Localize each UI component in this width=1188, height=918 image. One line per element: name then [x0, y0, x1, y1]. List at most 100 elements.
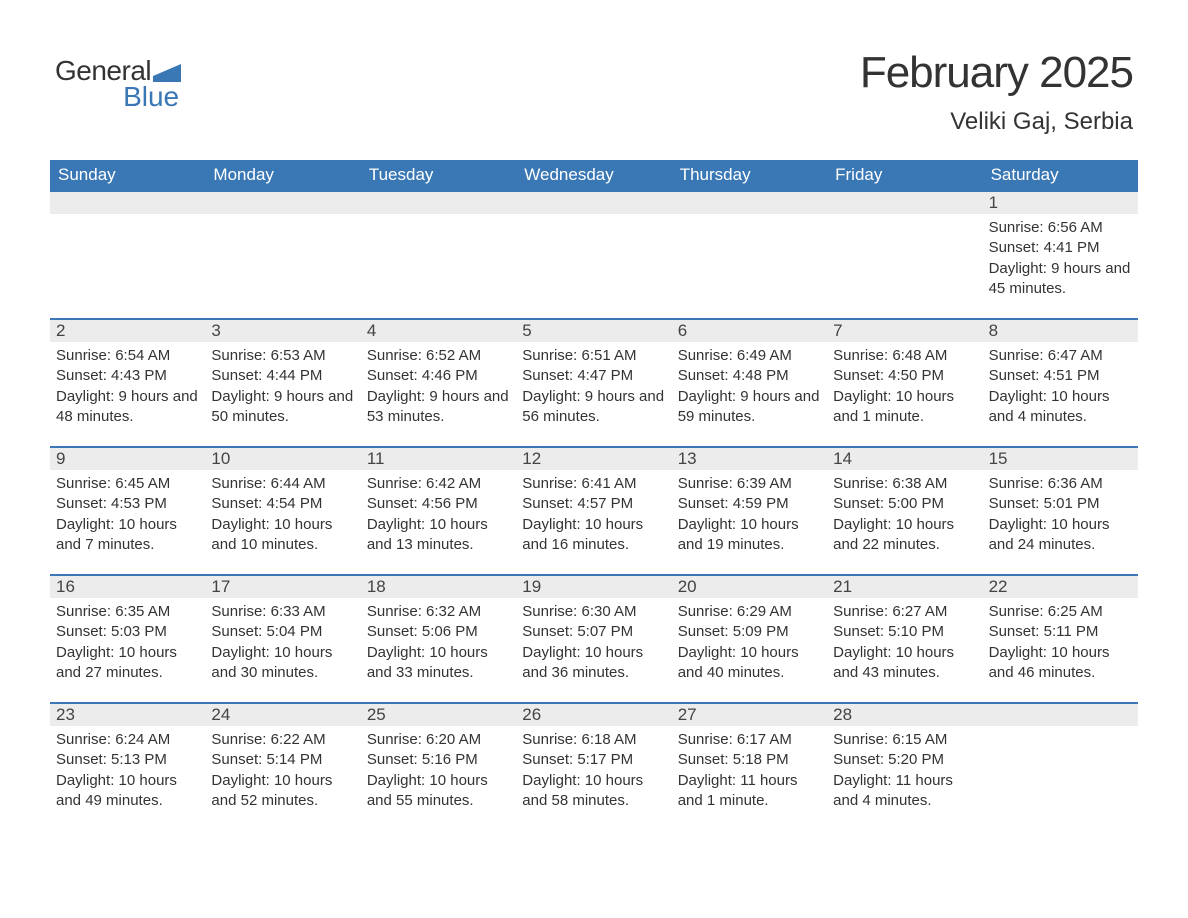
- sunset-text: Sunset: 5:13 PM: [56, 750, 199, 770]
- calendar-cell-empty: .: [205, 190, 360, 318]
- date-number: 14: [827, 446, 982, 470]
- sunrise-text: Sunrise: 6:47 AM: [989, 346, 1132, 366]
- sunrise-text: Sunrise: 6:24 AM: [56, 730, 199, 750]
- daylight-text: Daylight: 10 hours and 46 minutes.: [989, 643, 1132, 684]
- cell-body: Sunrise: 6:20 AMSunset: 5:16 PMDaylight:…: [361, 726, 516, 815]
- cell-body: Sunrise: 6:52 AMSunset: 4:46 PMDaylight:…: [361, 342, 516, 431]
- daylight-text: Daylight: 10 hours and 43 minutes.: [833, 643, 976, 684]
- sunrise-text: Sunrise: 6:35 AM: [56, 602, 199, 622]
- cell-body: [983, 726, 1138, 734]
- sunrise-text: Sunrise: 6:32 AM: [367, 602, 510, 622]
- calendar-cell: 4Sunrise: 6:52 AMSunset: 4:46 PMDaylight…: [361, 318, 516, 446]
- date-number: 25: [361, 702, 516, 726]
- sunrise-text: Sunrise: 6:18 AM: [522, 730, 665, 750]
- calendar-cell: 9Sunrise: 6:45 AMSunset: 4:53 PMDaylight…: [50, 446, 205, 574]
- sunrise-text: Sunrise: 6:36 AM: [989, 474, 1132, 494]
- sunrise-text: Sunrise: 6:52 AM: [367, 346, 510, 366]
- sunset-text: Sunset: 5:10 PM: [833, 622, 976, 642]
- sunset-text: Sunset: 4:57 PM: [522, 494, 665, 514]
- cell-body: Sunrise: 6:41 AMSunset: 4:57 PMDaylight:…: [516, 470, 671, 559]
- daylight-text: Daylight: 10 hours and 24 minutes.: [989, 515, 1132, 556]
- sunrise-text: Sunrise: 6:30 AM: [522, 602, 665, 622]
- daylight-text: Daylight: 10 hours and 13 minutes.: [367, 515, 510, 556]
- daylight-text: Daylight: 10 hours and 52 minutes.: [211, 771, 354, 812]
- sunset-text: Sunset: 5:07 PM: [522, 622, 665, 642]
- sunrise-text: Sunrise: 6:53 AM: [211, 346, 354, 366]
- calendar-cell: 19 Sunrise: 6:30 AMSunset: 5:07 PMDayligh…: [516, 574, 671, 702]
- sunrise-text: Sunrise: 6:48 AM: [833, 346, 976, 366]
- daylight-text: Daylight: 9 hours and 50 minutes.: [211, 387, 354, 428]
- sunset-text: Sunset: 4:48 PM: [678, 366, 821, 386]
- cell-body: [672, 214, 827, 222]
- cell-body: Sunrise: 6:32 AMSunset: 5:06 PMDaylight:…: [361, 598, 516, 687]
- sunset-text: Sunset: 5:14 PM: [211, 750, 354, 770]
- cell-body: Sunrise: 6:38 AMSunset: 5:00 PMDaylight:…: [827, 470, 982, 559]
- calendar-cell-empty: .: [672, 190, 827, 318]
- sunrise-text: Sunrise: 6:20 AM: [367, 730, 510, 750]
- daylight-text: Daylight: 10 hours and 49 minutes.: [56, 771, 199, 812]
- cell-body: Sunrise: 6:54 AMSunset: 4:43 PMDaylight:…: [50, 342, 205, 431]
- cell-body: [516, 214, 671, 222]
- cell-body: Sunrise: 6:53 AMSunset: 4:44 PMDaylight:…: [205, 342, 360, 431]
- calendar-cell: 28Sunrise: 6:15 AMSunset: 5:20 PMDayligh…: [827, 702, 982, 830]
- daylight-text: Daylight: 11 hours and 4 minutes.: [833, 771, 976, 812]
- sunrise-text: Sunrise: 6:22 AM: [211, 730, 354, 750]
- date-number: 10: [205, 446, 360, 470]
- sunrise-text: Sunrise: 6:51 AM: [522, 346, 665, 366]
- date-number: 6: [672, 318, 827, 342]
- calendar-cell: 1Sunrise: 6:56 AMSunset: 4:41 PMDaylight…: [983, 190, 1138, 318]
- daylight-text: Daylight: 10 hours and 40 minutes.: [678, 643, 821, 684]
- calendar-cell: 5Sunrise: 6:51 AMSunset: 4:47 PMDaylight…: [516, 318, 671, 446]
- cell-body: Sunrise: 6:27 AMSunset: 5:10 PMDaylight:…: [827, 598, 982, 687]
- day-header: Thursday: [672, 160, 827, 190]
- cell-body: Sunrise: 6:29 AMSunset: 5:09 PMDaylight:…: [672, 598, 827, 687]
- daylight-text: Daylight: 9 hours and 48 minutes.: [56, 387, 199, 428]
- date-number: 8: [983, 318, 1138, 342]
- cell-body: Sunrise: 6:44 AMSunset: 4:54 PMDaylight:…: [205, 470, 360, 559]
- calendar-cell: 22Sunrise: 6:25 AMSunset: 5:11 PMDayligh…: [983, 574, 1138, 702]
- daylight-text: Daylight: 10 hours and 1 minute.: [833, 387, 976, 428]
- cell-body: Sunrise: 6:24 AMSunset: 5:13 PMDaylight:…: [50, 726, 205, 815]
- calendar-cell-empty: .: [827, 190, 982, 318]
- calendar-cell: 21Sunrise: 6:27 AMSunset: 5:10 PMDayligh…: [827, 574, 982, 702]
- date-number: 2: [50, 318, 205, 342]
- sunrise-text: Sunrise: 6:25 AM: [989, 602, 1132, 622]
- date-number: 19: [516, 574, 671, 598]
- daylight-text: Daylight: 9 hours and 56 minutes.: [522, 387, 665, 428]
- date-number: 12: [516, 446, 671, 470]
- calendar-cell: 7Sunrise: 6:48 AMSunset: 4:50 PMDaylight…: [827, 318, 982, 446]
- calendar-cell: 12Sunrise: 6:41 AMSunset: 4:57 PMDayligh…: [516, 446, 671, 574]
- daylight-text: Daylight: 9 hours and 53 minutes.: [367, 387, 510, 428]
- sunrise-text: Sunrise: 6:56 AM: [989, 218, 1132, 238]
- daylight-text: Daylight: 10 hours and 10 minutes.: [211, 515, 354, 556]
- date-number: 18: [361, 574, 516, 598]
- sunrise-text: Sunrise: 6:33 AM: [211, 602, 354, 622]
- daylight-text: Daylight: 10 hours and 27 minutes.: [56, 643, 199, 684]
- date-number: 26: [516, 702, 671, 726]
- day-header: Saturday: [983, 160, 1138, 190]
- date-number: .: [827, 190, 982, 214]
- date-number: .: [205, 190, 360, 214]
- page-title: February 2025: [860, 48, 1133, 98]
- cell-body: Sunrise: 6:49 AMSunset: 4:48 PMDaylight:…: [672, 342, 827, 431]
- daylight-text: Daylight: 9 hours and 59 minutes.: [678, 387, 821, 428]
- calendar-cell: 2Sunrise: 6:54 AMSunset: 4:43 PMDaylight…: [50, 318, 205, 446]
- logo-text-blue: Blue: [123, 81, 179, 112]
- cell-body: Sunrise: 6:25 AMSunset: 5:11 PMDaylight:…: [983, 598, 1138, 687]
- date-number: .: [516, 190, 671, 214]
- date-number: 13: [672, 446, 827, 470]
- sunrise-text: Sunrise: 6:42 AM: [367, 474, 510, 494]
- daylight-text: Daylight: 10 hours and 58 minutes.: [522, 771, 665, 812]
- sunrise-text: Sunrise: 6:44 AM: [211, 474, 354, 494]
- sunset-text: Sunset: 4:43 PM: [56, 366, 199, 386]
- daylight-text: Daylight: 10 hours and 36 minutes.: [522, 643, 665, 684]
- sunset-text: Sunset: 4:51 PM: [989, 366, 1132, 386]
- daylight-text: Daylight: 10 hours and 19 minutes.: [678, 515, 821, 556]
- day-header: Friday: [827, 160, 982, 190]
- sunrise-text: Sunrise: 6:49 AM: [678, 346, 821, 366]
- date-number: 21: [827, 574, 982, 598]
- sunset-text: Sunset: 5:03 PM: [56, 622, 199, 642]
- day-header: Monday: [205, 160, 360, 190]
- cell-body: Sunrise: 6:33 AMSunset: 5:04 PMDaylight:…: [205, 598, 360, 687]
- date-number: 1: [983, 190, 1138, 214]
